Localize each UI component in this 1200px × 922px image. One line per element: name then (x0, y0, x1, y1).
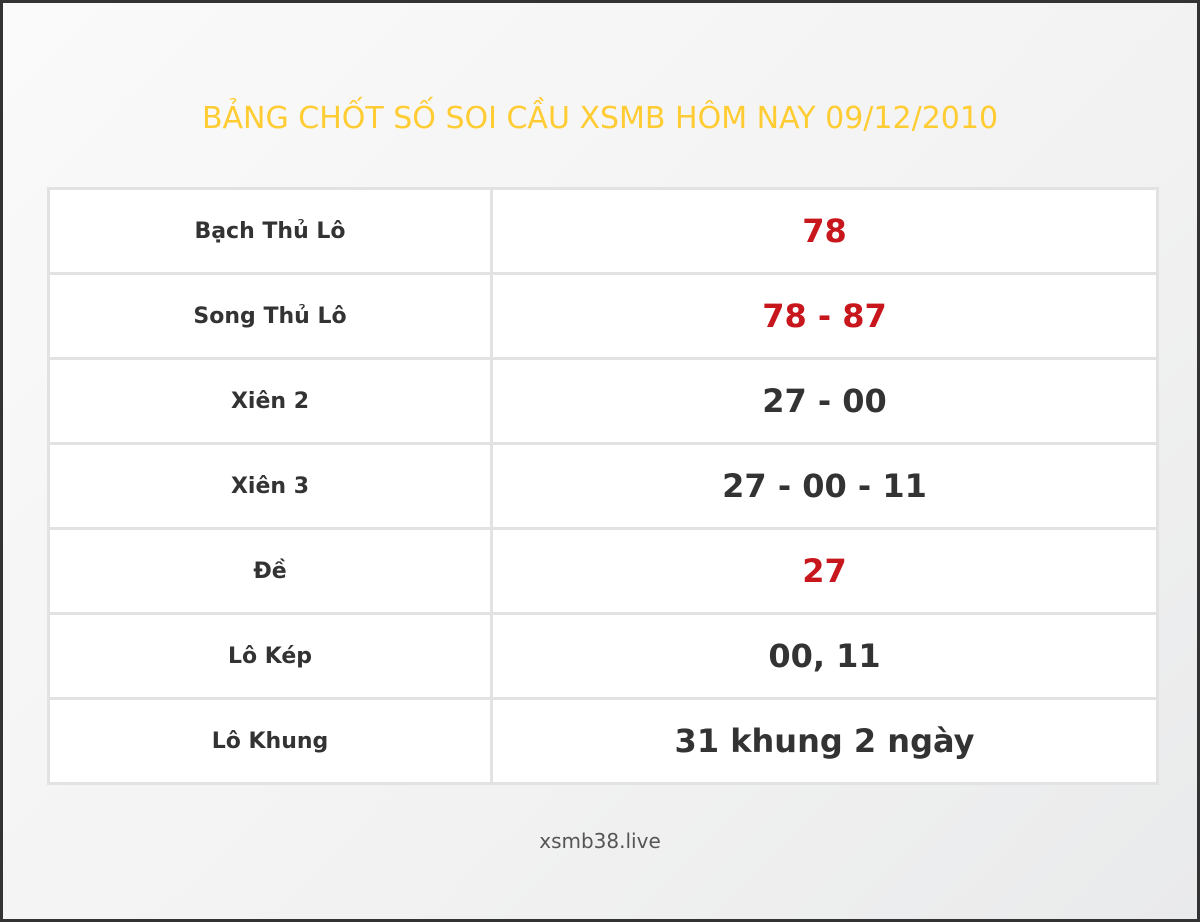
row-label: Đề (47, 527, 493, 615)
prediction-table: Bạch Thủ Lô 78 Song Thủ Lô 78 - 87 Xiên 2 27 … (47, 187, 1159, 785)
row-value: 27 - 00 - 11 (490, 442, 1159, 530)
row-label: Bạch Thủ Lô (47, 187, 493, 275)
row-label: Lô Khung (47, 697, 493, 785)
table-row: Lô Kép 00, 11 (47, 612, 1159, 700)
page-title: BẢNG CHỐT SỐ SOI CẦU XSMB HÔM NAY 09/12/… (201, 101, 999, 136)
table-row: Lô Khung 31 khung 2 ngày (47, 697, 1159, 785)
row-label: Xiên 3 (47, 442, 493, 530)
row-value: 78 (490, 187, 1159, 275)
row-label: Xiên 2 (47, 357, 493, 445)
table-row: Song Thủ Lô 78 - 87 (47, 272, 1159, 360)
table-row: Đề 27 (47, 527, 1159, 615)
row-value: 27 (490, 527, 1159, 615)
site-footer: xsmb38.live (539, 829, 661, 853)
row-value: 31 khung 2 ngày (490, 697, 1159, 785)
row-label: Song Thủ Lô (47, 272, 493, 360)
table-row: Bạch Thủ Lô 78 (47, 187, 1159, 275)
row-label: Lô Kép (47, 612, 493, 700)
row-value: 00, 11 (490, 612, 1159, 700)
table-row: Xiên 3 27 - 00 - 11 (47, 442, 1159, 530)
row-value: 27 - 00 (490, 357, 1159, 445)
table-row: Xiên 2 27 - 00 (47, 357, 1159, 445)
row-value: 78 - 87 (490, 272, 1159, 360)
